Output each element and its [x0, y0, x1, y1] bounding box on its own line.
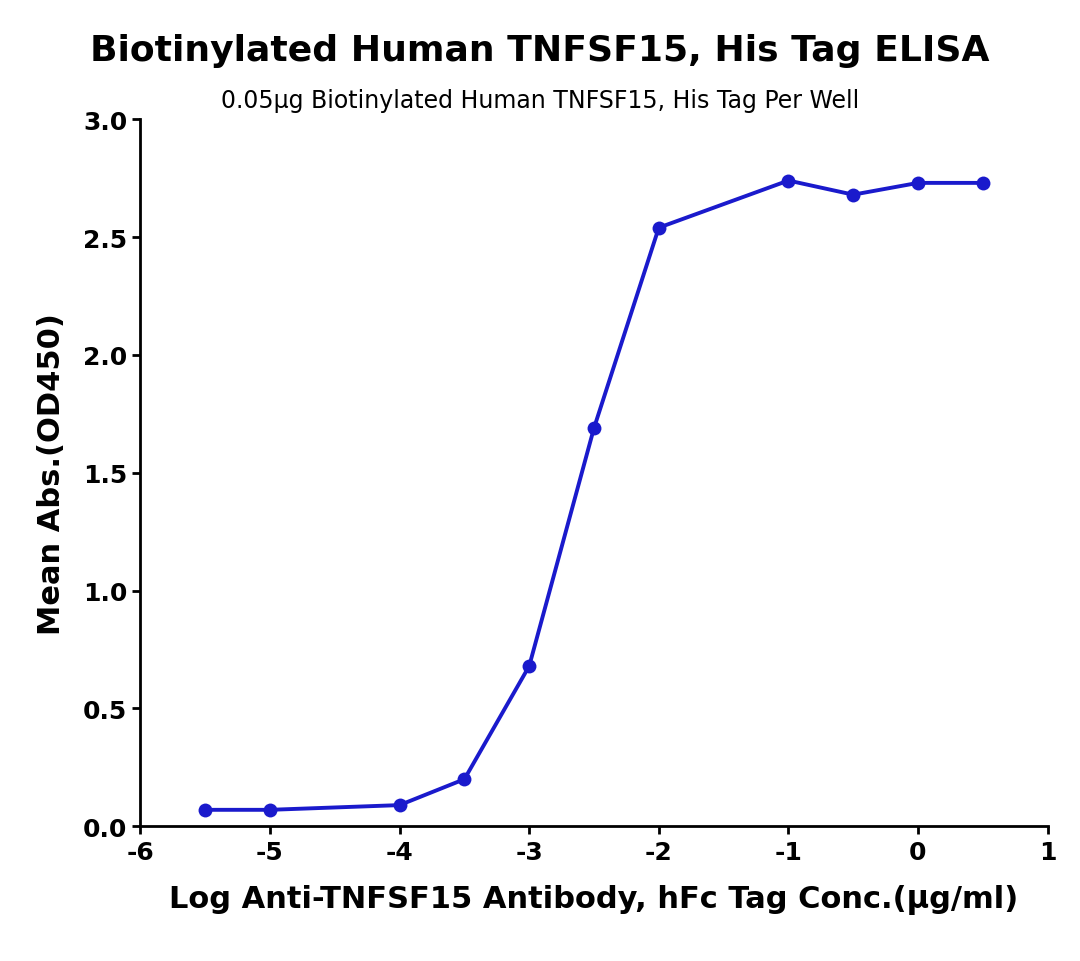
Text: Biotinylated Human TNFSF15, His Tag ELISA: Biotinylated Human TNFSF15, His Tag ELIS… — [91, 34, 989, 67]
Point — [780, 174, 797, 189]
Point — [909, 176, 927, 191]
Point — [261, 802, 279, 818]
Point — [391, 798, 408, 813]
Point — [585, 421, 603, 436]
Y-axis label: Mean Abs.(OD450): Mean Abs.(OD450) — [37, 312, 66, 634]
Text: 0.05μg Biotinylated Human TNFSF15, His Tag Per Well: 0.05μg Biotinylated Human TNFSF15, His T… — [221, 88, 859, 112]
Point — [845, 187, 862, 203]
Point — [521, 658, 538, 674]
Point — [974, 176, 991, 191]
Point — [650, 221, 667, 236]
X-axis label: Log Anti-TNFSF15 Antibody, hFc Tag Conc.(μg/ml): Log Anti-TNFSF15 Antibody, hFc Tag Conc.… — [170, 884, 1018, 915]
Point — [456, 772, 473, 787]
Point — [197, 802, 214, 818]
